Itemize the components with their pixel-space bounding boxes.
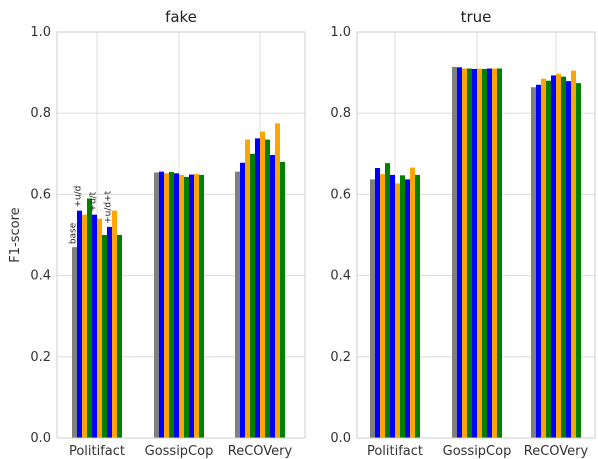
plot-frame [56,31,306,439]
bar [477,68,482,438]
y-tick-label: 0.2 [330,350,351,365]
y-axis-label: F1-score [8,207,23,262]
bar [492,68,497,438]
bar [561,76,566,438]
bar [482,68,487,439]
bar [380,174,385,438]
bar [536,84,541,438]
bar [405,179,410,439]
bar [184,176,189,438]
bar [260,131,265,438]
bar [395,183,400,438]
bar [194,174,199,438]
chart-title: fake [165,8,197,26]
bar [571,70,576,438]
bar [452,66,457,438]
bar [102,235,107,438]
bar [270,155,275,438]
y-tick-label: 1.0 [30,25,51,40]
bar [556,73,561,439]
bar [472,68,477,439]
bar [497,68,502,438]
bar [82,214,87,438]
bar [189,174,194,439]
y-tick-label: 0.0 [330,431,351,446]
y-tick-label: 0.6 [30,187,51,202]
bar [541,78,546,438]
bar [164,173,169,438]
bar [112,210,117,438]
y-tick-label: 0.6 [330,187,351,202]
y-tick-label: 0.8 [330,106,351,121]
panel-true: 0.0 0.2 0.4 0.6 0.8 1.0 Politifact GossipCop ReC… [330,8,596,459]
bar [72,247,77,438]
bar [576,83,581,438]
bar [255,138,260,438]
bar [415,174,420,439]
bar [375,168,380,438]
bar [92,214,97,438]
bar [457,67,462,439]
bar-annotation: +u/d+t [104,190,114,224]
bar [250,153,255,439]
x-tick-label: GossipCop [145,444,214,459]
bar-annotation: base [69,222,79,244]
bar [97,218,102,438]
bar [240,162,245,438]
y-tick-label: 0.8 [30,106,51,121]
bar [546,80,551,438]
bar [117,235,122,438]
bar [390,174,395,439]
bar [107,226,112,438]
bar [410,167,415,438]
y-tick-label: 0.2 [30,350,51,365]
y-tick-label: 0.4 [330,269,351,284]
bar [467,68,472,438]
bar [551,75,556,438]
bar [235,171,240,438]
chart-title: true [461,8,492,26]
bar [275,123,280,438]
bar [265,139,270,438]
y-tick-label: 0.0 [30,431,51,446]
y-tick-label: 1.0 [330,25,351,40]
bar [400,175,405,438]
bar [159,171,164,438]
plot-frame [356,31,596,439]
bar [370,179,375,439]
panel-fake: 0.0 0.2 0.4 0.6 0.8 1.0 Politifact GossipCop ReC… [8,8,306,459]
bar [531,87,536,438]
bar [87,198,92,438]
bar [169,172,174,438]
bar [174,173,179,438]
bar-annotation: +u/d [74,186,84,208]
bar [179,174,184,439]
bar [245,139,250,438]
bar [280,161,285,439]
x-tick-label: ReCOVery [228,444,293,459]
x-tick-label: Politifact [69,444,125,459]
bar-annotation: +u/t [89,191,99,211]
bar [385,163,390,438]
x-tick-label: GossipCop [443,444,512,459]
y-tick-label: 0.4 [30,269,51,284]
bar [566,81,571,438]
bar [77,210,82,438]
bar [487,68,492,438]
bar [462,68,467,438]
bar [154,172,159,438]
x-tick-label: ReCOVery [524,444,589,459]
x-tick-label: Politifact [367,444,423,459]
bar [199,174,204,439]
